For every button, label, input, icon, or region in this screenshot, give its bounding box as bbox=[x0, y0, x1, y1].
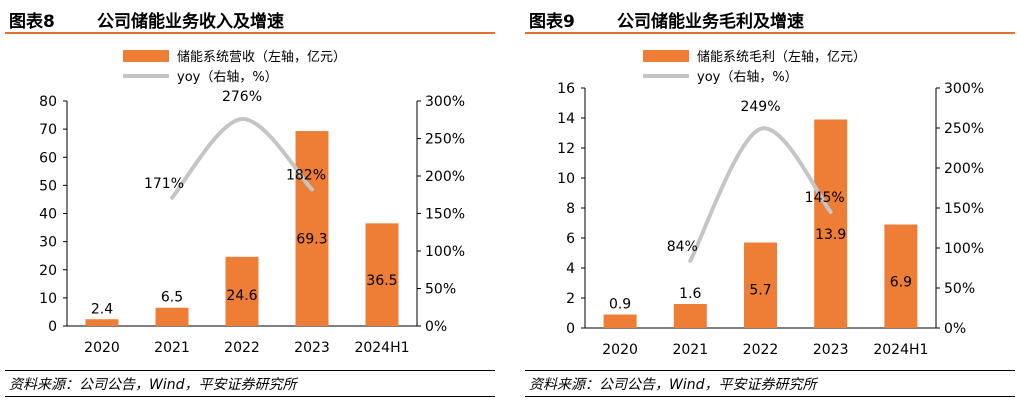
left-tick-label: 14 bbox=[557, 111, 575, 127]
right-tick-label: 50% bbox=[425, 282, 456, 298]
yoy-value-label: 171% bbox=[144, 176, 184, 192]
bar-value-label: 36.5 bbox=[366, 273, 397, 289]
bar-value-label: 5.7 bbox=[749, 283, 771, 299]
x-tick-label: 2021 bbox=[672, 342, 708, 358]
right-tick-label: 100% bbox=[944, 241, 984, 257]
right-tick-label: 0% bbox=[425, 319, 447, 335]
right-tick-label: 250% bbox=[425, 132, 465, 148]
yoy-value-label: 84% bbox=[667, 239, 698, 255]
bar-value-label: 6.5 bbox=[161, 290, 183, 306]
source-bar: 资料来源：公司公告，Wind，平安证券研究所 bbox=[525, 370, 1015, 397]
bar-2020 bbox=[85, 319, 119, 326]
left-tick-label: 80 bbox=[39, 94, 57, 110]
yoy-line bbox=[688, 126, 833, 263]
x-tick-label: 2023 bbox=[813, 342, 849, 358]
left-tick-label: 12 bbox=[557, 141, 575, 157]
bar-2024H1 bbox=[365, 223, 399, 326]
x-tick-label: 2024H1 bbox=[354, 340, 409, 356]
chart-gross-profit: 储能系统毛利（左轴，亿元） yoy（右轴，%） 0 2 4 6 8 10 12 14 16 0% 50%… bbox=[557, 50, 984, 358]
left-tick-label: 0 bbox=[48, 319, 57, 335]
right-tick-label: 150% bbox=[425, 207, 465, 223]
bar-2020 bbox=[603, 314, 637, 328]
bar-value-label: 69.3 bbox=[296, 231, 327, 247]
right-tick-label: 200% bbox=[944, 161, 984, 177]
left-tick-label: 50 bbox=[39, 178, 57, 194]
figure-title-bar: 图表8 公司储能业务收入及增速 bbox=[5, 4, 495, 34]
bar-2024H1 bbox=[884, 224, 918, 328]
right-tick-label: 300% bbox=[944, 81, 984, 97]
source-note: 资料来源：公司公告，Wind，平安证券研究所 bbox=[9, 377, 297, 393]
right-tick-label: 150% bbox=[944, 201, 984, 217]
legend-swatch-bar bbox=[123, 50, 169, 62]
yoy-value-label: 145% bbox=[805, 190, 845, 206]
left-tick-label: 0 bbox=[566, 321, 575, 337]
bar-value-label: 0.9 bbox=[609, 297, 631, 313]
bar-2023 bbox=[814, 119, 848, 328]
left-tick-label: 4 bbox=[566, 261, 575, 277]
x-tick-label: 2022 bbox=[743, 342, 779, 358]
bar-value-label: 2.4 bbox=[91, 301, 113, 317]
x-tick-label: 2020 bbox=[84, 340, 120, 356]
chart-panel-left: 图表8 公司储能业务收入及增速 储能系统营收（左轴，亿元） yoy（右轴，%） 0 1… bbox=[5, 0, 495, 401]
bar-2022 bbox=[744, 242, 777, 328]
legend-swatch-bar bbox=[643, 50, 689, 62]
yoy-line bbox=[170, 116, 314, 200]
left-tick-label: 60 bbox=[39, 150, 57, 166]
bar-2021 bbox=[673, 304, 707, 328]
right-tick-label: 250% bbox=[944, 121, 984, 137]
x-tick-label: 2021 bbox=[154, 340, 190, 356]
source-note: 资料来源：公司公告，Wind，平安证券研究所 bbox=[529, 377, 817, 393]
bar-value-label: 24.6 bbox=[226, 288, 257, 304]
left-tick-label: 8 bbox=[566, 201, 575, 217]
yoy-value-label: 182% bbox=[286, 168, 326, 184]
source-bar: 资料来源：公司公告，Wind，平安证券研究所 bbox=[5, 370, 495, 397]
bar-value-label: 1.6 bbox=[679, 286, 701, 302]
right-tick-label: 50% bbox=[944, 281, 975, 297]
bar-2022 bbox=[225, 256, 259, 326]
legend-label-bar: 储能系统毛利（左轴，亿元） bbox=[697, 50, 866, 65]
left-tick-label: 10 bbox=[557, 171, 575, 187]
chart-revenue: 储能系统营收（左轴，亿元） yoy（右轴，%） 0 10 20 30 40 50 60 70 80 0… bbox=[39, 50, 465, 356]
left-tick-label: 30 bbox=[39, 235, 57, 251]
right-tick-label: 0% bbox=[944, 321, 966, 337]
figure-number: 图表8 bbox=[9, 12, 55, 32]
legend-label-line: yoy（右轴，%） bbox=[177, 70, 278, 85]
legend-label-line: yoy（右轴，%） bbox=[697, 70, 798, 85]
right-tick-label: 100% bbox=[425, 244, 465, 260]
bar-2023 bbox=[295, 131, 329, 326]
yoy-value-label: 276% bbox=[222, 89, 262, 105]
left-tick-label: 10 bbox=[39, 291, 57, 307]
legend-label-bar: 储能系统营收（左轴，亿元） bbox=[177, 50, 346, 65]
x-tick-label: 2020 bbox=[602, 342, 638, 358]
left-tick-label: 40 bbox=[39, 207, 57, 223]
right-tick-label: 300% bbox=[425, 94, 465, 110]
right-tick-label: 200% bbox=[425, 169, 465, 185]
bar-value-label: 13.9 bbox=[815, 227, 846, 243]
bar-value-label: 6.9 bbox=[890, 274, 912, 290]
x-tick-label: 2024H1 bbox=[873, 342, 928, 358]
left-tick-label: 6 bbox=[566, 231, 575, 247]
left-tick-label: 20 bbox=[39, 263, 57, 279]
chart-panel-right: 图表9 公司储能业务毛利及增速 储能系统毛利（左轴，亿元） yoy（右轴，%） 0 2… bbox=[525, 0, 1015, 401]
figure-title-bar: 图表9 公司储能业务毛利及增速 bbox=[525, 4, 1015, 34]
bar-2021 bbox=[155, 307, 189, 326]
figure-title: 公司储能业务收入及增速 bbox=[97, 12, 284, 32]
x-tick-label: 2023 bbox=[294, 340, 330, 356]
x-tick-label: 2022 bbox=[224, 340, 260, 356]
left-tick-label: 70 bbox=[39, 122, 57, 138]
yoy-value-label: 249% bbox=[740, 99, 780, 115]
left-tick-label: 2 bbox=[566, 291, 575, 307]
figure-title: 公司储能业务毛利及增速 bbox=[617, 12, 804, 32]
left-tick-label: 16 bbox=[557, 81, 575, 97]
figure-number: 图表9 bbox=[529, 12, 575, 32]
